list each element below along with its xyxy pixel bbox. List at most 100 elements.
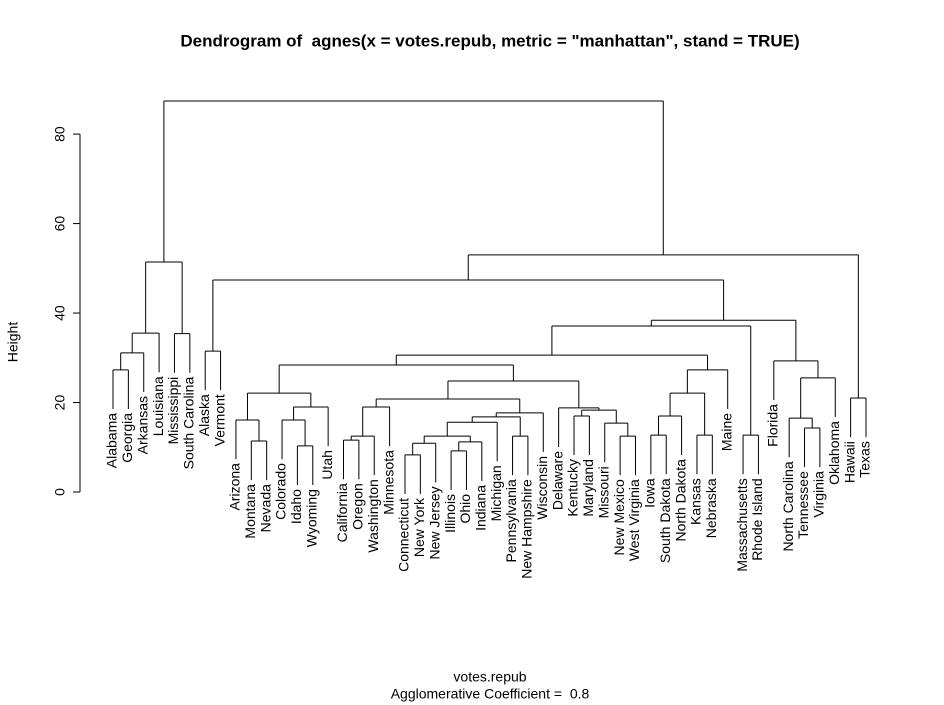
leaf-label: Virginia bbox=[811, 471, 827, 518]
merge-link bbox=[800, 377, 836, 419]
merge-link bbox=[788, 417, 813, 458]
y-tick-label: 0 bbox=[52, 488, 68, 496]
merge-link bbox=[581, 409, 617, 424]
merge-link bbox=[696, 434, 713, 475]
merge-link bbox=[145, 261, 183, 334]
y-tick-label: 40 bbox=[52, 305, 68, 321]
x-axis-label: votes.repub bbox=[453, 669, 526, 685]
merge-link bbox=[281, 419, 306, 460]
merge-link bbox=[173, 333, 191, 373]
merge-link bbox=[204, 350, 222, 391]
leaf-label: Louisiana bbox=[150, 376, 166, 436]
leaf-label: Oregon bbox=[350, 483, 366, 530]
merge-link bbox=[467, 254, 859, 399]
leaf-label: Iowa bbox=[642, 478, 658, 508]
merge-link bbox=[112, 369, 129, 409]
merge-link bbox=[850, 397, 867, 438]
leaf-label: Nebraska bbox=[703, 478, 719, 538]
leaf-label: Washington bbox=[365, 479, 381, 552]
merge-link bbox=[742, 434, 759, 475]
merge-link bbox=[650, 319, 797, 361]
merge-link bbox=[458, 441, 483, 481]
merge-link bbox=[395, 354, 709, 370]
merge-link bbox=[495, 412, 544, 452]
leaf-label: Kansas bbox=[688, 478, 704, 525]
leaf-label: South Dakota bbox=[657, 478, 673, 563]
leaf-label: Hawaii bbox=[841, 441, 857, 483]
merge-link bbox=[404, 454, 421, 494]
leaf-label: West Virginia bbox=[626, 479, 642, 561]
merge-link bbox=[619, 435, 636, 476]
leaf-label: Pennsylvania bbox=[503, 479, 519, 562]
merge-link bbox=[343, 439, 360, 480]
merge-link bbox=[250, 440, 268, 481]
merge-link bbox=[573, 415, 590, 456]
leaf-label: Alabama bbox=[104, 413, 120, 468]
leaf-label: Indiana bbox=[473, 485, 489, 531]
merge-link bbox=[686, 369, 729, 409]
leaf-label: Colorado bbox=[273, 463, 289, 520]
leaf-label: New Mexico bbox=[611, 479, 627, 555]
merge-link bbox=[296, 445, 314, 486]
leaf-label: New Hampshire bbox=[519, 479, 535, 579]
leaf-label: Mississippi bbox=[165, 377, 181, 445]
leaf-label: North Dakota bbox=[672, 459, 688, 542]
merge-link bbox=[650, 434, 667, 475]
leaf-label: Minnesota bbox=[380, 450, 396, 515]
leaf-label: Arizona bbox=[227, 463, 243, 511]
leaf-label: Ohio bbox=[457, 494, 473, 524]
leaf-label: Wisconsin bbox=[534, 456, 550, 520]
merge-link bbox=[278, 364, 514, 394]
merge-link bbox=[212, 279, 725, 352]
leaf-label: Utah bbox=[319, 450, 335, 480]
merge-link bbox=[512, 435, 529, 476]
leaf-label: Arkansas bbox=[134, 396, 150, 454]
merge-link bbox=[804, 427, 821, 468]
y-axis-label: Height bbox=[5, 322, 21, 363]
leaf-label: Missouri bbox=[595, 466, 611, 518]
leaf-label: Vermont bbox=[211, 394, 227, 446]
chart-title: Dendrogram of agnes(x = votes.repub, met… bbox=[180, 31, 799, 50]
leaf-label: Idaho bbox=[288, 489, 304, 524]
leaf-label: Michigan bbox=[488, 465, 504, 521]
leaf-label: Maryland bbox=[580, 459, 596, 517]
leaf-label: California bbox=[334, 483, 350, 542]
merge-link bbox=[450, 450, 467, 490]
leaf-label: Rhode Island bbox=[749, 478, 765, 561]
leaf-label: New Jersey bbox=[426, 486, 442, 559]
merge-link bbox=[120, 352, 145, 392]
leaf-label: Montana bbox=[242, 484, 258, 539]
leaf-label: Illinois bbox=[442, 494, 458, 533]
merge-link bbox=[246, 392, 312, 420]
merge-link bbox=[471, 416, 521, 437]
subtitle: Agglomerative Coefficient = 0.8 bbox=[391, 686, 590, 702]
merge-link bbox=[375, 398, 521, 413]
leaf-label: Alaska bbox=[196, 394, 212, 436]
leaf-label: New York bbox=[411, 497, 427, 557]
leaf-label: South Carolina bbox=[181, 377, 197, 470]
leaf-label: Georgia bbox=[119, 413, 135, 463]
leaf-label: Delaware bbox=[549, 451, 565, 510]
merge-link bbox=[235, 419, 260, 460]
merge-link bbox=[423, 435, 471, 444]
leaf-label: Kentucky bbox=[565, 459, 581, 517]
merge-link bbox=[669, 392, 706, 436]
merge-link bbox=[604, 422, 629, 463]
leaf-label: Wyoming bbox=[303, 489, 319, 547]
leaf-label: Massachusetts bbox=[734, 478, 750, 571]
merge-link bbox=[412, 442, 437, 483]
y-tick-label: 60 bbox=[52, 216, 68, 232]
leaf-label: Nevada bbox=[257, 484, 273, 532]
merge-link bbox=[558, 407, 600, 447]
merge-link bbox=[447, 380, 580, 408]
leaf-label: Connecticut bbox=[396, 498, 412, 572]
leaf-label: Texas bbox=[857, 441, 873, 478]
merge-link bbox=[773, 360, 819, 401]
merge-link bbox=[163, 100, 664, 263]
leaf-label: Tennessee bbox=[795, 471, 811, 539]
y-tick-label: 80 bbox=[52, 126, 68, 142]
merge-link bbox=[350, 435, 375, 476]
leaf-label: Florida bbox=[764, 404, 780, 447]
merge-link bbox=[362, 406, 391, 447]
